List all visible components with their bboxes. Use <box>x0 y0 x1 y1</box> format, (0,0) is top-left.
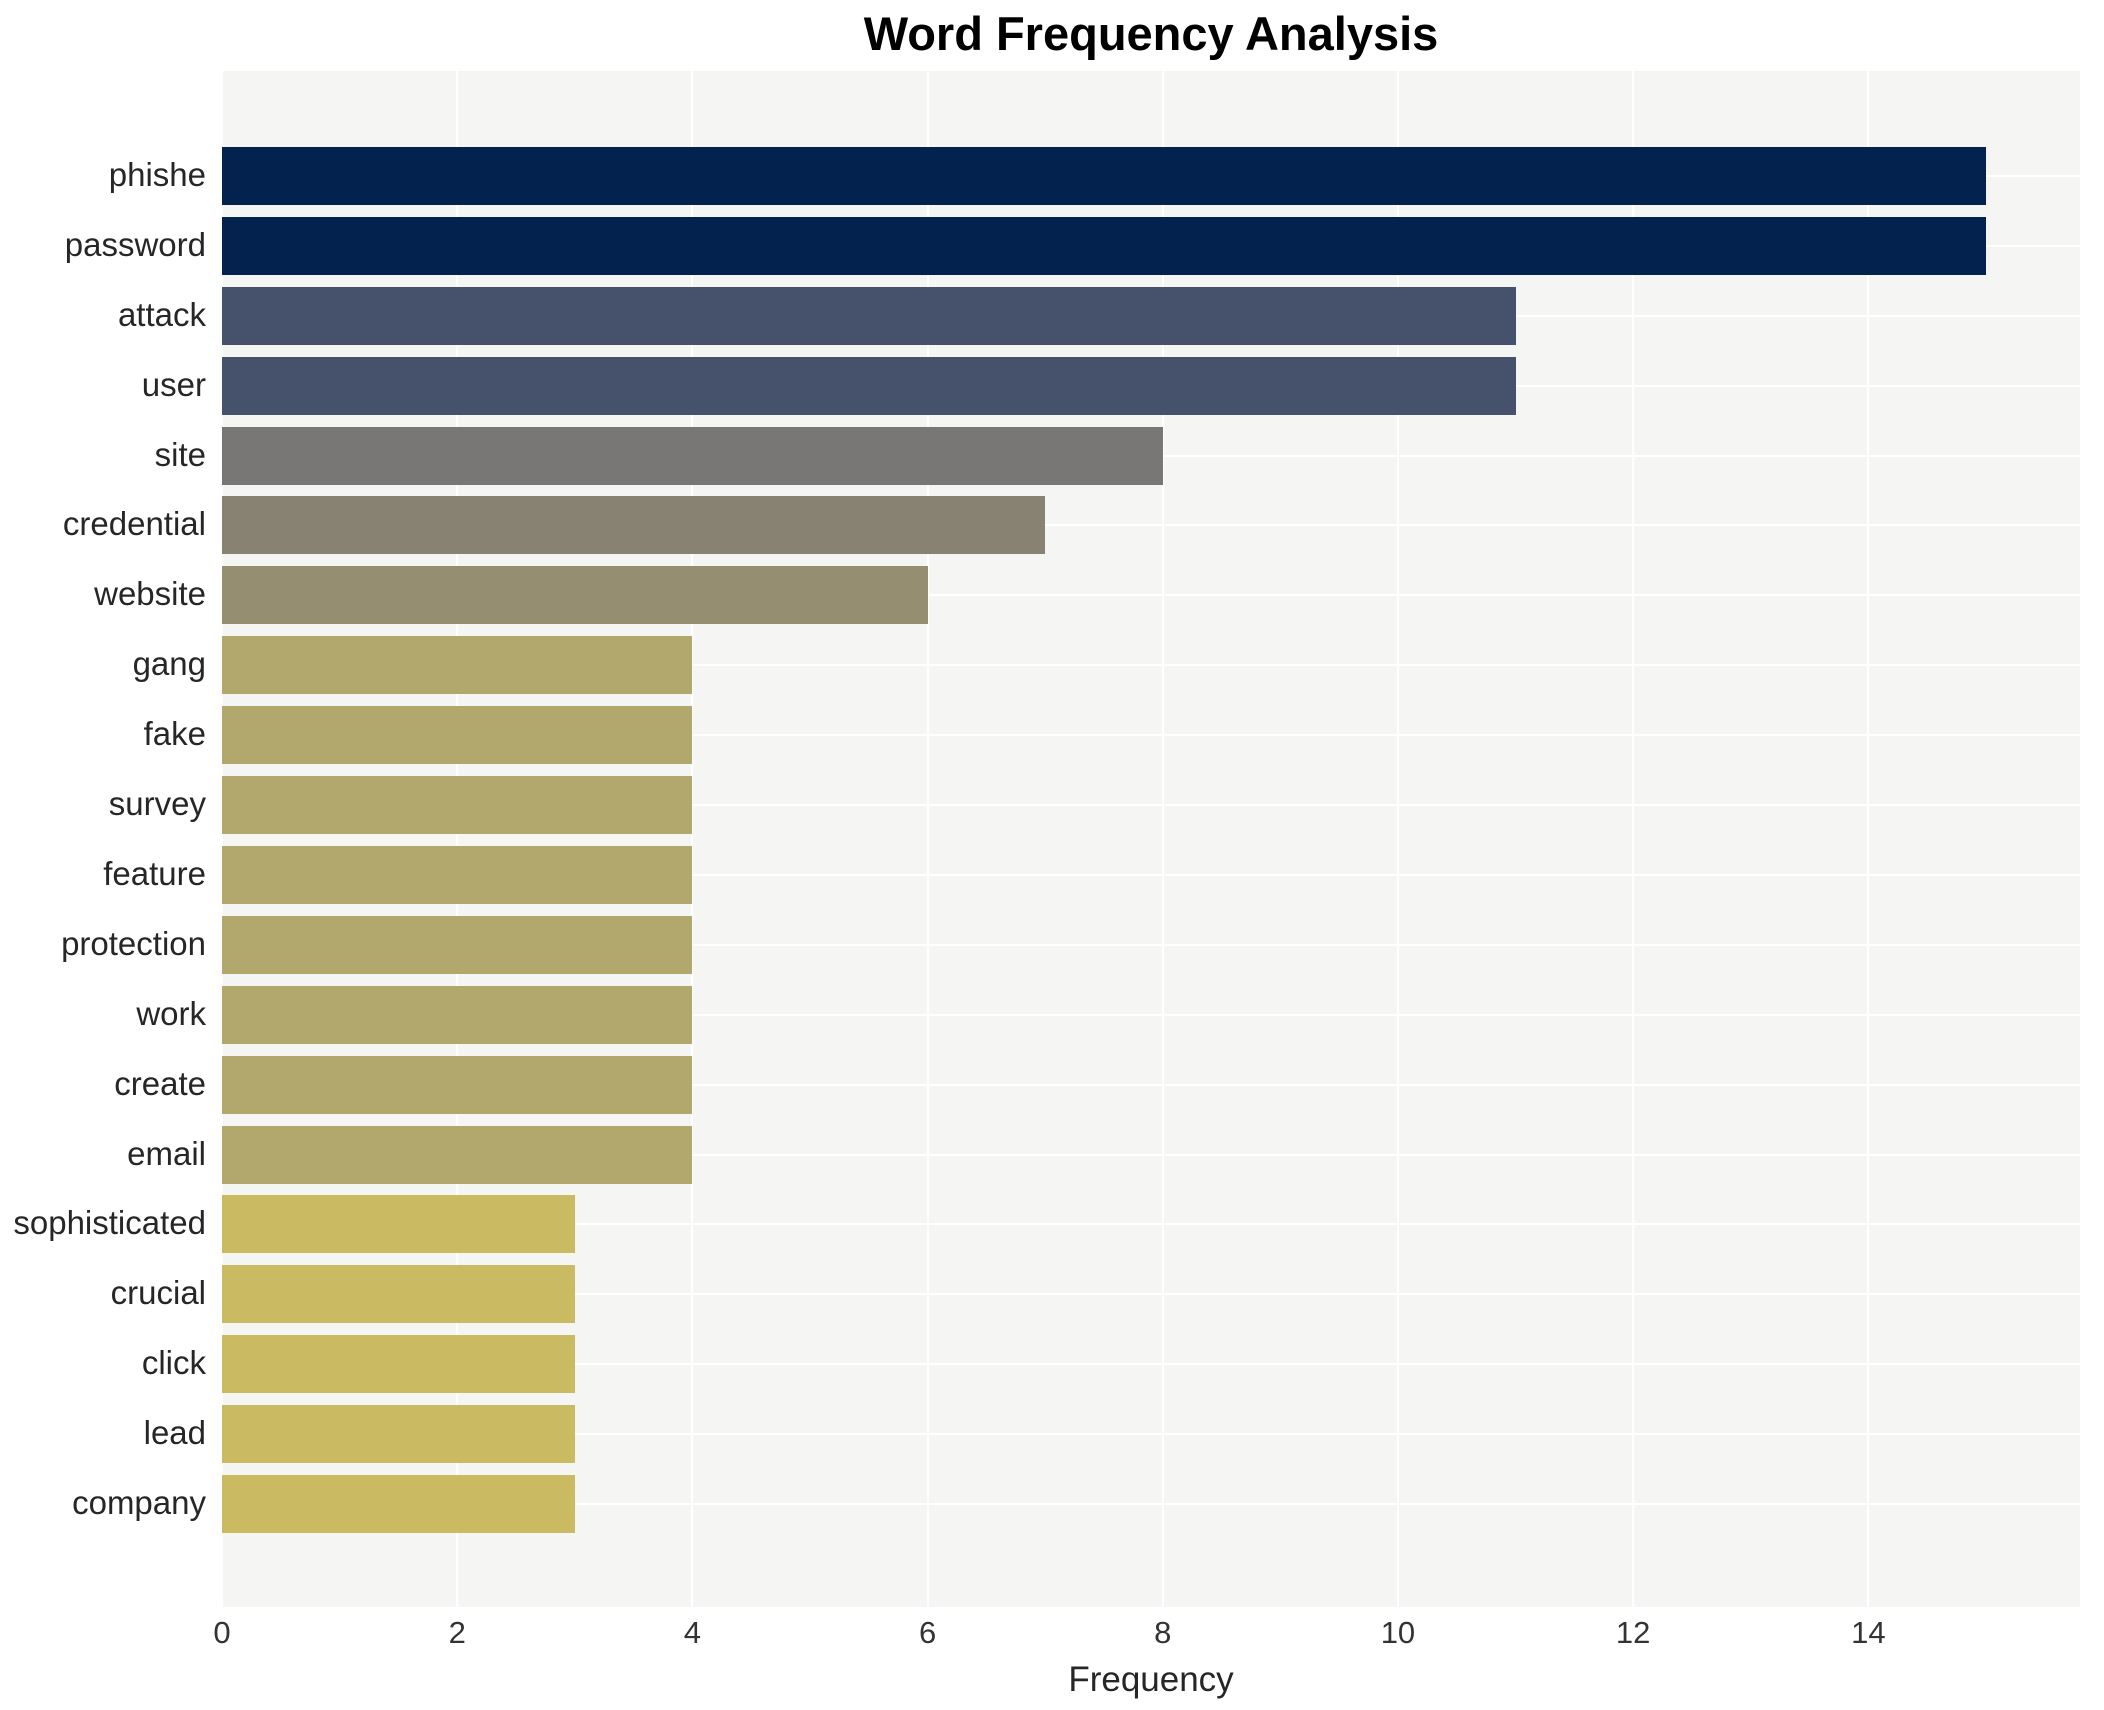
horizontal-gridline <box>222 804 2080 807</box>
bar-row <box>222 910 2080 980</box>
bar-row <box>222 630 2080 700</box>
y-axis-label-crucial: crucial <box>110 1274 206 1312</box>
bar-row <box>222 1469 2080 1539</box>
horizontal-gridline <box>222 1363 2080 1366</box>
bar-attack <box>222 286 1516 345</box>
bar-row <box>222 840 2080 910</box>
y-axis-label-gang: gang <box>132 645 206 683</box>
vertical-gridline <box>221 71 223 1607</box>
bar-password <box>222 216 1986 275</box>
y-axis-label-credential: credential <box>62 505 206 543</box>
bar-row <box>222 141 2080 211</box>
bar-row <box>222 1399 2080 1469</box>
vertical-gridline <box>926 71 929 1607</box>
horizontal-gridline <box>222 1293 2080 1296</box>
bar-row <box>222 1329 2080 1399</box>
chart-title: Word Frequency Analysis <box>863 7 1439 60</box>
bar-row <box>222 491 2080 561</box>
vertical-gridline <box>456 71 459 1607</box>
bar-sophisticated <box>222 1195 575 1254</box>
y-axis-label-survey: survey <box>108 785 206 823</box>
y-axis-label-password: password <box>64 225 206 263</box>
bar-gang <box>222 636 693 695</box>
bar-row <box>222 281 2080 351</box>
bar-fake <box>222 706 693 765</box>
y-axis-label-lead: lead <box>143 1414 206 1452</box>
horizontal-gridline <box>222 524 2080 527</box>
y-axis-label-feature: feature <box>103 854 206 892</box>
x-tick-10: 10 <box>1380 1615 1416 1650</box>
bar-phishe <box>222 146 1986 205</box>
plot-area <box>221 71 2080 1607</box>
x-axis-ticks: 0 2 4 6 8 10 12 14 <box>213 1615 2080 1659</box>
y-axis-label-sophisticated: sophisticated <box>13 1204 206 1242</box>
x-tick-6: 6 <box>918 1615 937 1650</box>
vertical-gridline <box>1632 71 1635 1607</box>
bar-company <box>222 1475 575 1534</box>
y-axis-label-protection: protection <box>61 924 206 962</box>
bar-credential <box>222 496 1046 555</box>
bar-row <box>222 700 2080 770</box>
horizontal-gridline <box>222 1503 2080 1506</box>
y-axis-label-company: company <box>72 1484 206 1522</box>
bar-row <box>222 1120 2080 1190</box>
vertical-gridline <box>1161 71 1164 1607</box>
horizontal-gridline <box>222 594 2080 597</box>
y-axis-label-site: site <box>154 435 206 473</box>
bar-create <box>222 1055 693 1114</box>
bar-survey <box>222 776 693 835</box>
x-axis-title: Frequency <box>1068 1660 1234 1699</box>
horizontal-gridline <box>222 873 2080 876</box>
horizontal-gridline <box>222 1153 2080 1156</box>
x-tick-14: 14 <box>1851 1615 1886 1650</box>
vertical-gridline <box>1396 71 1399 1607</box>
y-axis-labels: phishe password attack user site credential we… <box>0 71 206 1607</box>
x-tick-8: 8 <box>1154 1615 1172 1650</box>
bar-website <box>222 566 928 625</box>
bar-click <box>222 1335 575 1394</box>
bar-row <box>222 560 2080 630</box>
bar-lead <box>222 1405 575 1464</box>
bar-row <box>222 421 2080 491</box>
horizontal-gridline <box>222 1433 2080 1436</box>
x-tick-4: 4 <box>683 1615 701 1650</box>
y-axis-label-fake: fake <box>143 715 206 753</box>
bar-user <box>222 356 1516 415</box>
bar-site <box>222 426 1163 485</box>
x-tick-0: 0 <box>213 1615 231 1650</box>
y-axis-label-website: website <box>94 575 206 613</box>
bar-row <box>222 980 2080 1050</box>
vertical-gridline <box>1867 71 1870 1607</box>
x-tick-12: 12 <box>1615 1615 1651 1650</box>
bar-crucial <box>222 1265 575 1324</box>
horizontal-gridline <box>222 1083 2080 1086</box>
bar-row <box>222 770 2080 840</box>
y-axis-label-work: work <box>136 994 206 1032</box>
bar-row <box>222 1190 2080 1260</box>
y-axis-label-email: email <box>127 1134 206 1172</box>
bar-row <box>222 211 2080 281</box>
bar-feature <box>222 845 693 904</box>
y-axis-label-user: user <box>141 365 206 403</box>
vertical-gridline <box>691 71 694 1607</box>
horizontal-gridline <box>222 943 2080 946</box>
bar-row <box>222 351 2080 421</box>
bar-row <box>222 1259 2080 1329</box>
bar-email <box>222 1125 693 1184</box>
y-axis-label-phishe: phishe <box>108 155 206 193</box>
y-axis-label-click: click <box>141 1344 206 1382</box>
x-tick-2: 2 <box>448 1615 466 1650</box>
horizontal-gridline <box>222 664 2080 667</box>
horizontal-gridline <box>222 1223 2080 1226</box>
bar-protection <box>222 915 693 974</box>
horizontal-gridline <box>222 1013 2080 1016</box>
y-axis-label-attack: attack <box>117 295 206 333</box>
horizontal-gridline <box>222 734 2080 737</box>
bar-work <box>222 985 693 1044</box>
y-axis-label-create: create <box>114 1064 206 1102</box>
bar-row <box>222 1050 2080 1120</box>
